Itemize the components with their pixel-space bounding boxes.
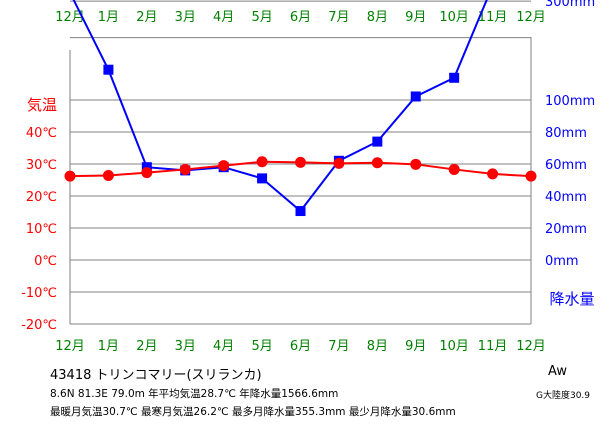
station-name: 43418 トリンコマリー(スリランカ) [50,368,262,383]
temperature-point [333,157,345,169]
month-label-top: 5月 [251,10,272,25]
temperature-point [141,167,153,179]
climate-chart: 12月 12月 1月 1月 2月 2月 3月 3月 4月 4月 5月 5月 6月 6月 7月 7月 8月 8月 9月… [21,0,595,354]
precipitation-line [72,0,488,213]
month-label-bottom: 11月 [478,339,508,354]
month-label-bottom: 12月 [55,339,85,354]
month-label-top: 3月 [175,10,196,25]
month-label-top: 4月 [213,10,234,25]
temperature-axis-title: 気温 [27,96,57,114]
month-label-top: 1月 [98,10,119,25]
temperature-tick-label: 20℃ [26,190,57,205]
precipitation-point [372,136,383,147]
month-label-bottom: 7月 [328,339,349,354]
axes [69,37,532,324]
precipitation-tick-label: 20mm [545,222,587,237]
precipitation-tick-label: 40mm [545,190,587,205]
month-label-bottom: 10月 [439,339,469,354]
temperature-point [295,156,306,168]
continentality-index: G大陸度30.9 [536,391,591,401]
month-label-top: 11月 [478,10,508,25]
temperature-point [256,156,268,168]
month-label-bottom: 4月 [213,339,234,354]
temperature-point [410,158,422,170]
temperature-tick-label: 0℃ [34,254,57,269]
data-series [64,0,537,217]
precipitation-axis-title: 降水量 [549,290,594,308]
precipitation-point [410,91,421,102]
month-label-bottom: 9月 [405,339,426,354]
precipitation-point [449,72,460,83]
temperature-tick-label: -20℃ [21,318,57,333]
temperature-point [448,163,460,175]
month-label-top: 9月 [405,10,426,25]
month-label-bottom: 8月 [367,339,388,354]
precipitation-tick-label: 80mm [545,126,587,141]
temperature-tick-label: 10℃ [26,222,57,237]
temperature-point [525,170,537,182]
temperature-tick-label: 40℃ [26,126,57,141]
temperature-point [179,163,191,175]
precipitation-tick-label: 300mm [545,0,595,10]
month-label-bottom: 6月 [290,339,311,354]
temperature-point [102,170,114,182]
month-label-bottom: 1月 [98,339,119,354]
station-extremes: 最暖月気温30.7℃ 最寒月気温26.2℃ 最多月降水量355.3mm 最少月降… [50,406,456,418]
month-label-bottom: 3月 [175,339,196,354]
month-label-top: 8月 [367,10,388,25]
precipitation-point [103,64,114,75]
month-label-bottom: 12月 [516,339,546,354]
month-label-top: 7月 [328,10,349,25]
temperature-point [64,170,76,182]
precipitation-tick-label: 0mm [545,254,579,269]
temperature-tick-label: 30℃ [26,158,57,173]
climate-classification: Aw [548,364,567,379]
precipitation-point [295,206,306,217]
axis-labels: 12月 12月 1月 1月 2月 2月 3月 3月 4月 4月 5月 5月 6月 6月 7月 7月 8月 8月 9月… [21,0,595,354]
station-summary: 8.6N 81.3E 79.0m 年平均気温28.7℃ 年降水量1566.6mm [50,388,339,400]
month-label-top: 12月 [55,10,85,25]
temperature-point [371,157,383,169]
month-label-top: 2月 [136,10,157,25]
temperature-tick-label: -10℃ [21,286,57,301]
month-label-top: 10月 [439,10,469,25]
temperature-point [487,168,499,180]
precipitation-tick-label: 100mm [545,94,595,109]
month-label-bottom: 5月 [251,339,272,354]
precipitation-point [257,173,268,184]
month-label-bottom: 2月 [136,339,157,354]
month-label-top: 6月 [290,10,311,25]
month-label-top: 12月 [516,10,546,25]
precipitation-tick-label: 60mm [545,158,587,173]
temperature-point [218,160,230,172]
